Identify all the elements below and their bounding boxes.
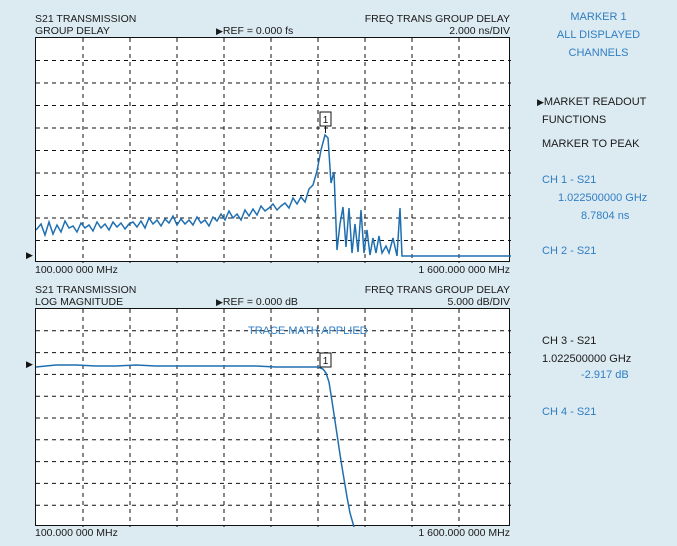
top-plot-title-2: GROUP DELAY [35,25,110,37]
bottom-plot-start-freq: 100.000 000 MHz [35,527,118,539]
bottom-plot-panel: S21 TRANSMISSION LOG MAGNITUDE ▶REF = 0.… [0,278,520,546]
bottom-plot-title-1: S21 TRANSMISSION [35,284,137,296]
top-marker-label: 1 [323,115,329,126]
top-trace [36,133,511,257]
bottom-plot-scale: 5.000 dB/DIV [447,296,510,308]
top-plot-title-1: S21 TRANSMISSION [35,13,137,25]
top-plot-scale: 2.000 ns/DIV [449,25,510,37]
ch3-value: -2.917 dB [581,369,629,381]
trace-math-note: TRACE MATH APPLIED [248,325,368,337]
ch2-label: CH 2 - S21 [542,245,597,257]
marker-title-3: CHANNELS [568,47,629,59]
marker-title-2: ALL DISPLAYED [556,29,641,41]
bottom-marker-label: 1 [323,356,329,367]
ref-arrow-icon: ▶ [216,26,223,36]
ch1-freq: 1.022500000 GHz [558,192,648,204]
bottom-plot-svg: 1 [36,309,511,527]
top-ref-level-arrow-icon: ▶ [26,250,33,260]
bottom-plot-mode: FREQ TRANS GROUP DELAY [364,284,510,296]
top-plot-stop-freq: 1 600.000 000 MHz [418,264,510,276]
top-plot-start-freq: 100.000 000 MHz [35,264,118,276]
top-plot-svg: 1 [36,38,511,263]
market-readout-functions-button[interactable]: ▶MARKET READOUT FUNCTIONS [537,93,646,129]
top-plot-mode: FREQ TRANS GROUP DELAY [364,13,510,25]
top-plot-ref-text: REF = 0.000 fs [222,25,294,37]
marker-title-1: MARKER 1 [570,11,627,23]
menu-arrow-icon: ▶ [537,97,544,107]
ref-arrow-icon: ▶ [216,297,223,307]
ch3-label: CH 3 - S21 [542,335,597,347]
bottom-marker: 1 [319,352,332,368]
bottom-trace [36,364,355,527]
readout-line-1: MARKET READOUT [543,96,647,108]
ch1-value: 8.7804 ns [581,210,630,222]
sidebar-menu: MARKER 1 ALL DISPLAYED CHANNELS ▶MARKET … [520,0,677,546]
bottom-plot-ref-text: REF = 0.000 dB [222,296,298,308]
readout-line-2: FUNCTIONS [542,114,607,126]
bottom-ref-level-arrow-icon: ▶ [26,359,33,369]
ch3-freq: 1.022500000 GHz [542,353,632,365]
bottom-plot-grid[interactable]: 1 TRACE MATH APPLIED [35,308,511,527]
bottom-plot-title-2: LOG MAGNITUDE [35,296,124,308]
bottom-plot-stop-freq: 1 600.000 000 MHz [418,527,510,539]
top-marker: 1 [319,111,332,133]
top-plot-ref: ▶REF = 0.000 fs [216,25,293,37]
bottom-plot-ref: ▶REF = 0.000 dB [216,296,298,308]
marker-to-peak-button[interactable]: MARKER TO PEAK [542,138,640,150]
top-plot-grid[interactable]: 1 [35,37,511,263]
bottom-gridlines [36,309,511,527]
top-gridlines [36,38,511,263]
top-plot-panel: S21 TRANSMISSION GROUP DELAY ▶REF = 0.00… [0,0,520,280]
ch1-label: CH 1 - S21 [542,174,597,186]
ch4-label: CH 4 - S21 [542,406,597,418]
